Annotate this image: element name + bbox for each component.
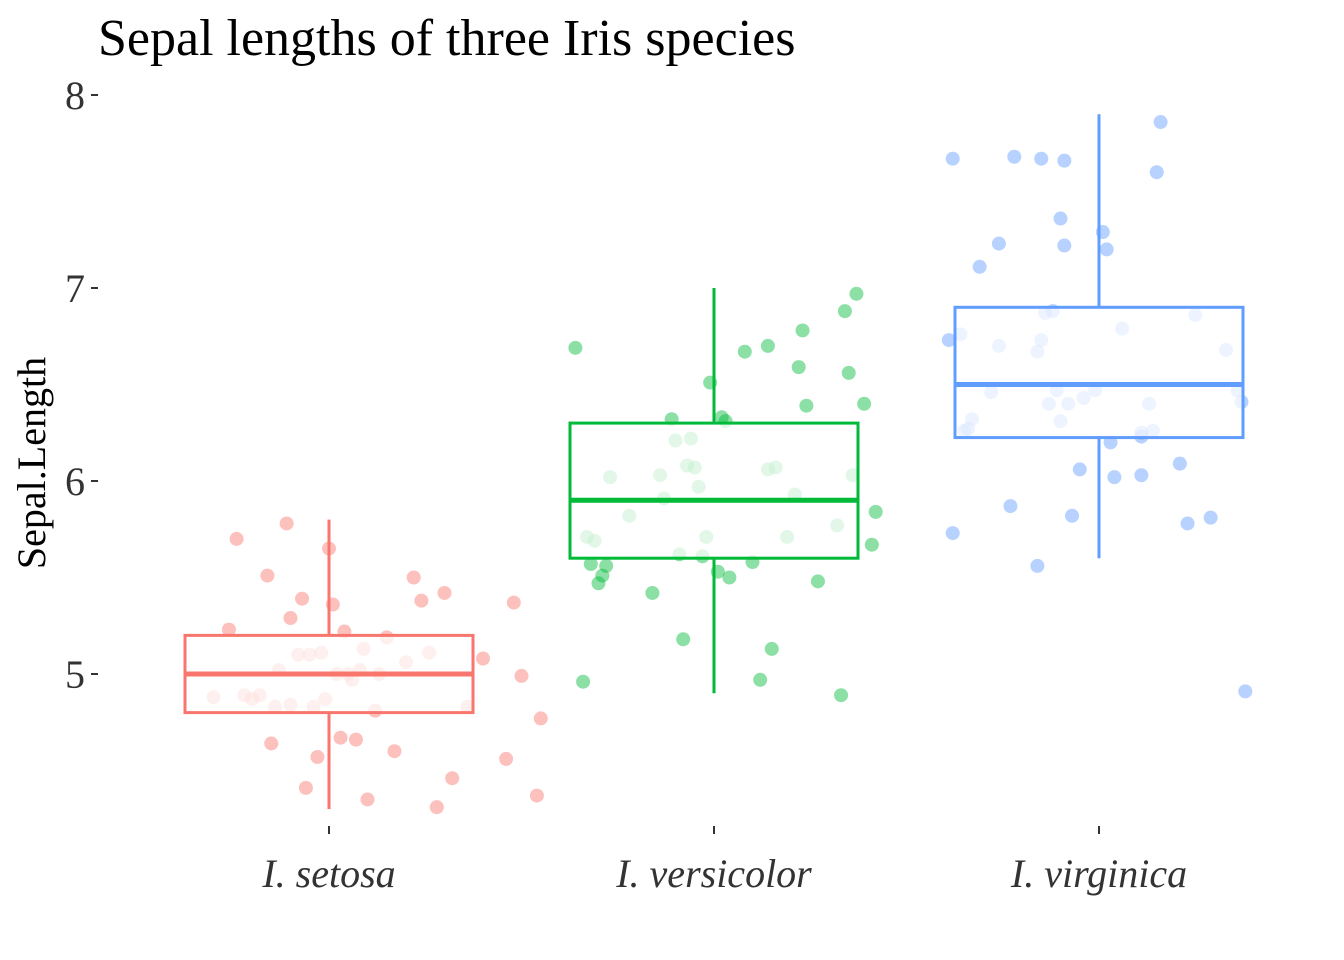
data-point	[1030, 558, 1045, 573]
data-point	[849, 286, 864, 301]
data-point	[760, 338, 775, 353]
data-point	[945, 151, 960, 166]
axis-ticks: 5 6 7 8 I. setosa I. versicolor I. virginica	[65, 73, 1187, 896]
data-point	[260, 568, 275, 583]
data-point	[1072, 462, 1087, 477]
data-point	[737, 344, 752, 359]
x-tick-label: I. virginica	[1010, 851, 1187, 896]
x-tick-label: I. setosa	[261, 851, 395, 896]
data-point	[298, 780, 313, 795]
data-point	[1053, 211, 1068, 226]
data-point	[857, 396, 872, 411]
data-point	[387, 744, 402, 759]
data-point	[864, 537, 879, 552]
data-point	[406, 570, 421, 585]
data-point	[591, 576, 606, 591]
data-point	[810, 574, 825, 589]
data-point	[429, 800, 444, 815]
data-point	[437, 585, 452, 600]
y-tick-label: 6	[65, 459, 85, 504]
data-point	[221, 622, 236, 637]
data-point	[264, 736, 279, 751]
data-point	[1099, 242, 1114, 257]
data-point	[722, 570, 737, 585]
data-point	[1034, 151, 1049, 166]
data-point	[799, 398, 814, 413]
data-point	[1149, 165, 1164, 180]
data-point	[514, 668, 529, 683]
box-iqr	[568, 421, 860, 560]
data-point	[764, 641, 779, 656]
data-point	[529, 788, 544, 803]
data-point	[645, 585, 660, 600]
data-point	[1153, 115, 1168, 130]
y-tick-label: 7	[65, 266, 85, 311]
data-point	[1238, 684, 1253, 699]
data-point	[791, 360, 806, 375]
data-point	[295, 591, 310, 606]
outlier-point	[1097, 691, 1101, 696]
data-point	[676, 632, 691, 647]
data-point	[1057, 238, 1072, 253]
data-point	[506, 595, 521, 610]
data-point	[333, 730, 348, 745]
data-point	[753, 672, 768, 687]
data-point	[1065, 508, 1080, 523]
data-point	[533, 711, 548, 726]
chart-title: Sepal lengths of three Iris species	[98, 10, 795, 67]
data-point	[599, 558, 614, 573]
y-tick-label: 8	[65, 73, 85, 118]
data-point	[568, 340, 583, 355]
data-point	[279, 516, 294, 531]
data-point	[1003, 499, 1018, 514]
data-point	[1180, 516, 1195, 531]
data-point	[991, 236, 1006, 251]
data-point	[972, 259, 987, 274]
data-point	[945, 526, 960, 541]
data-point	[229, 531, 244, 546]
data-point	[595, 568, 610, 583]
data-point	[1057, 153, 1072, 168]
y-axis-label: Sepal.Length	[9, 357, 54, 569]
data-point	[445, 771, 460, 786]
data-point	[837, 304, 852, 319]
box-layer	[183, 114, 1245, 810]
data-point	[1007, 149, 1022, 164]
data-point	[1134, 468, 1149, 483]
data-point	[576, 674, 591, 689]
data-point	[476, 651, 490, 666]
data-point	[360, 792, 375, 807]
data-point	[941, 333, 956, 348]
data-point	[1172, 456, 1187, 471]
data-point	[414, 593, 429, 608]
data-point	[310, 749, 325, 764]
data-point	[834, 688, 849, 703]
data-point	[348, 732, 363, 747]
data-point	[1203, 510, 1218, 525]
data-point	[583, 556, 598, 571]
data-point	[283, 611, 298, 626]
data-point	[795, 323, 810, 338]
data-point	[841, 365, 856, 380]
data-point	[499, 751, 514, 766]
box-iqr	[953, 305, 1245, 440]
data-point	[1107, 470, 1122, 485]
data-point	[868, 504, 883, 519]
y-tick-label: 5	[65, 652, 85, 697]
x-tick-label: I. versicolor	[615, 851, 812, 896]
data-point	[714, 410, 729, 425]
